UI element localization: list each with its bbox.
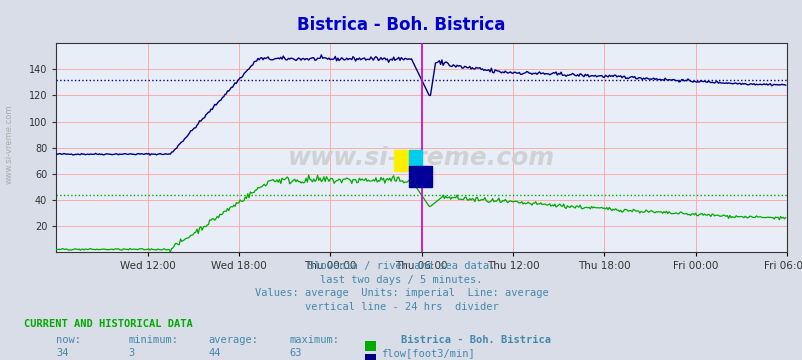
- Text: www.si-vreme.com: www.si-vreme.com: [5, 104, 14, 184]
- Text: minimum:: minimum:: [128, 335, 178, 345]
- Text: 63: 63: [289, 348, 302, 359]
- Bar: [393, 150, 416, 171]
- Bar: [408, 150, 421, 171]
- Text: Bistrica - Boh. Bistrica: Bistrica - Boh. Bistrica: [401, 335, 551, 345]
- Text: average:: average:: [209, 335, 258, 345]
- Bar: [408, 166, 431, 187]
- Text: Values: average  Units: imperial  Line: average: Values: average Units: imperial Line: av…: [254, 288, 548, 298]
- Text: www.si-vreme.com: www.si-vreme.com: [288, 146, 554, 170]
- Text: 44: 44: [209, 348, 221, 359]
- Text: now:: now:: [56, 335, 81, 345]
- Text: 34: 34: [56, 348, 69, 359]
- Text: Bistrica - Boh. Bistrica: Bistrica - Boh. Bistrica: [297, 16, 505, 34]
- Text: vertical line - 24 hrs  divider: vertical line - 24 hrs divider: [304, 302, 498, 312]
- Text: 3: 3: [128, 348, 135, 359]
- Text: maximum:: maximum:: [289, 335, 338, 345]
- Text: flow[foot3/min]: flow[foot3/min]: [381, 348, 475, 359]
- Text: CURRENT AND HISTORICAL DATA: CURRENT AND HISTORICAL DATA: [24, 319, 192, 329]
- Text: Slovenia / river and sea data.: Slovenia / river and sea data.: [307, 261, 495, 271]
- Text: last two days / 5 minutes.: last two days / 5 minutes.: [320, 275, 482, 285]
